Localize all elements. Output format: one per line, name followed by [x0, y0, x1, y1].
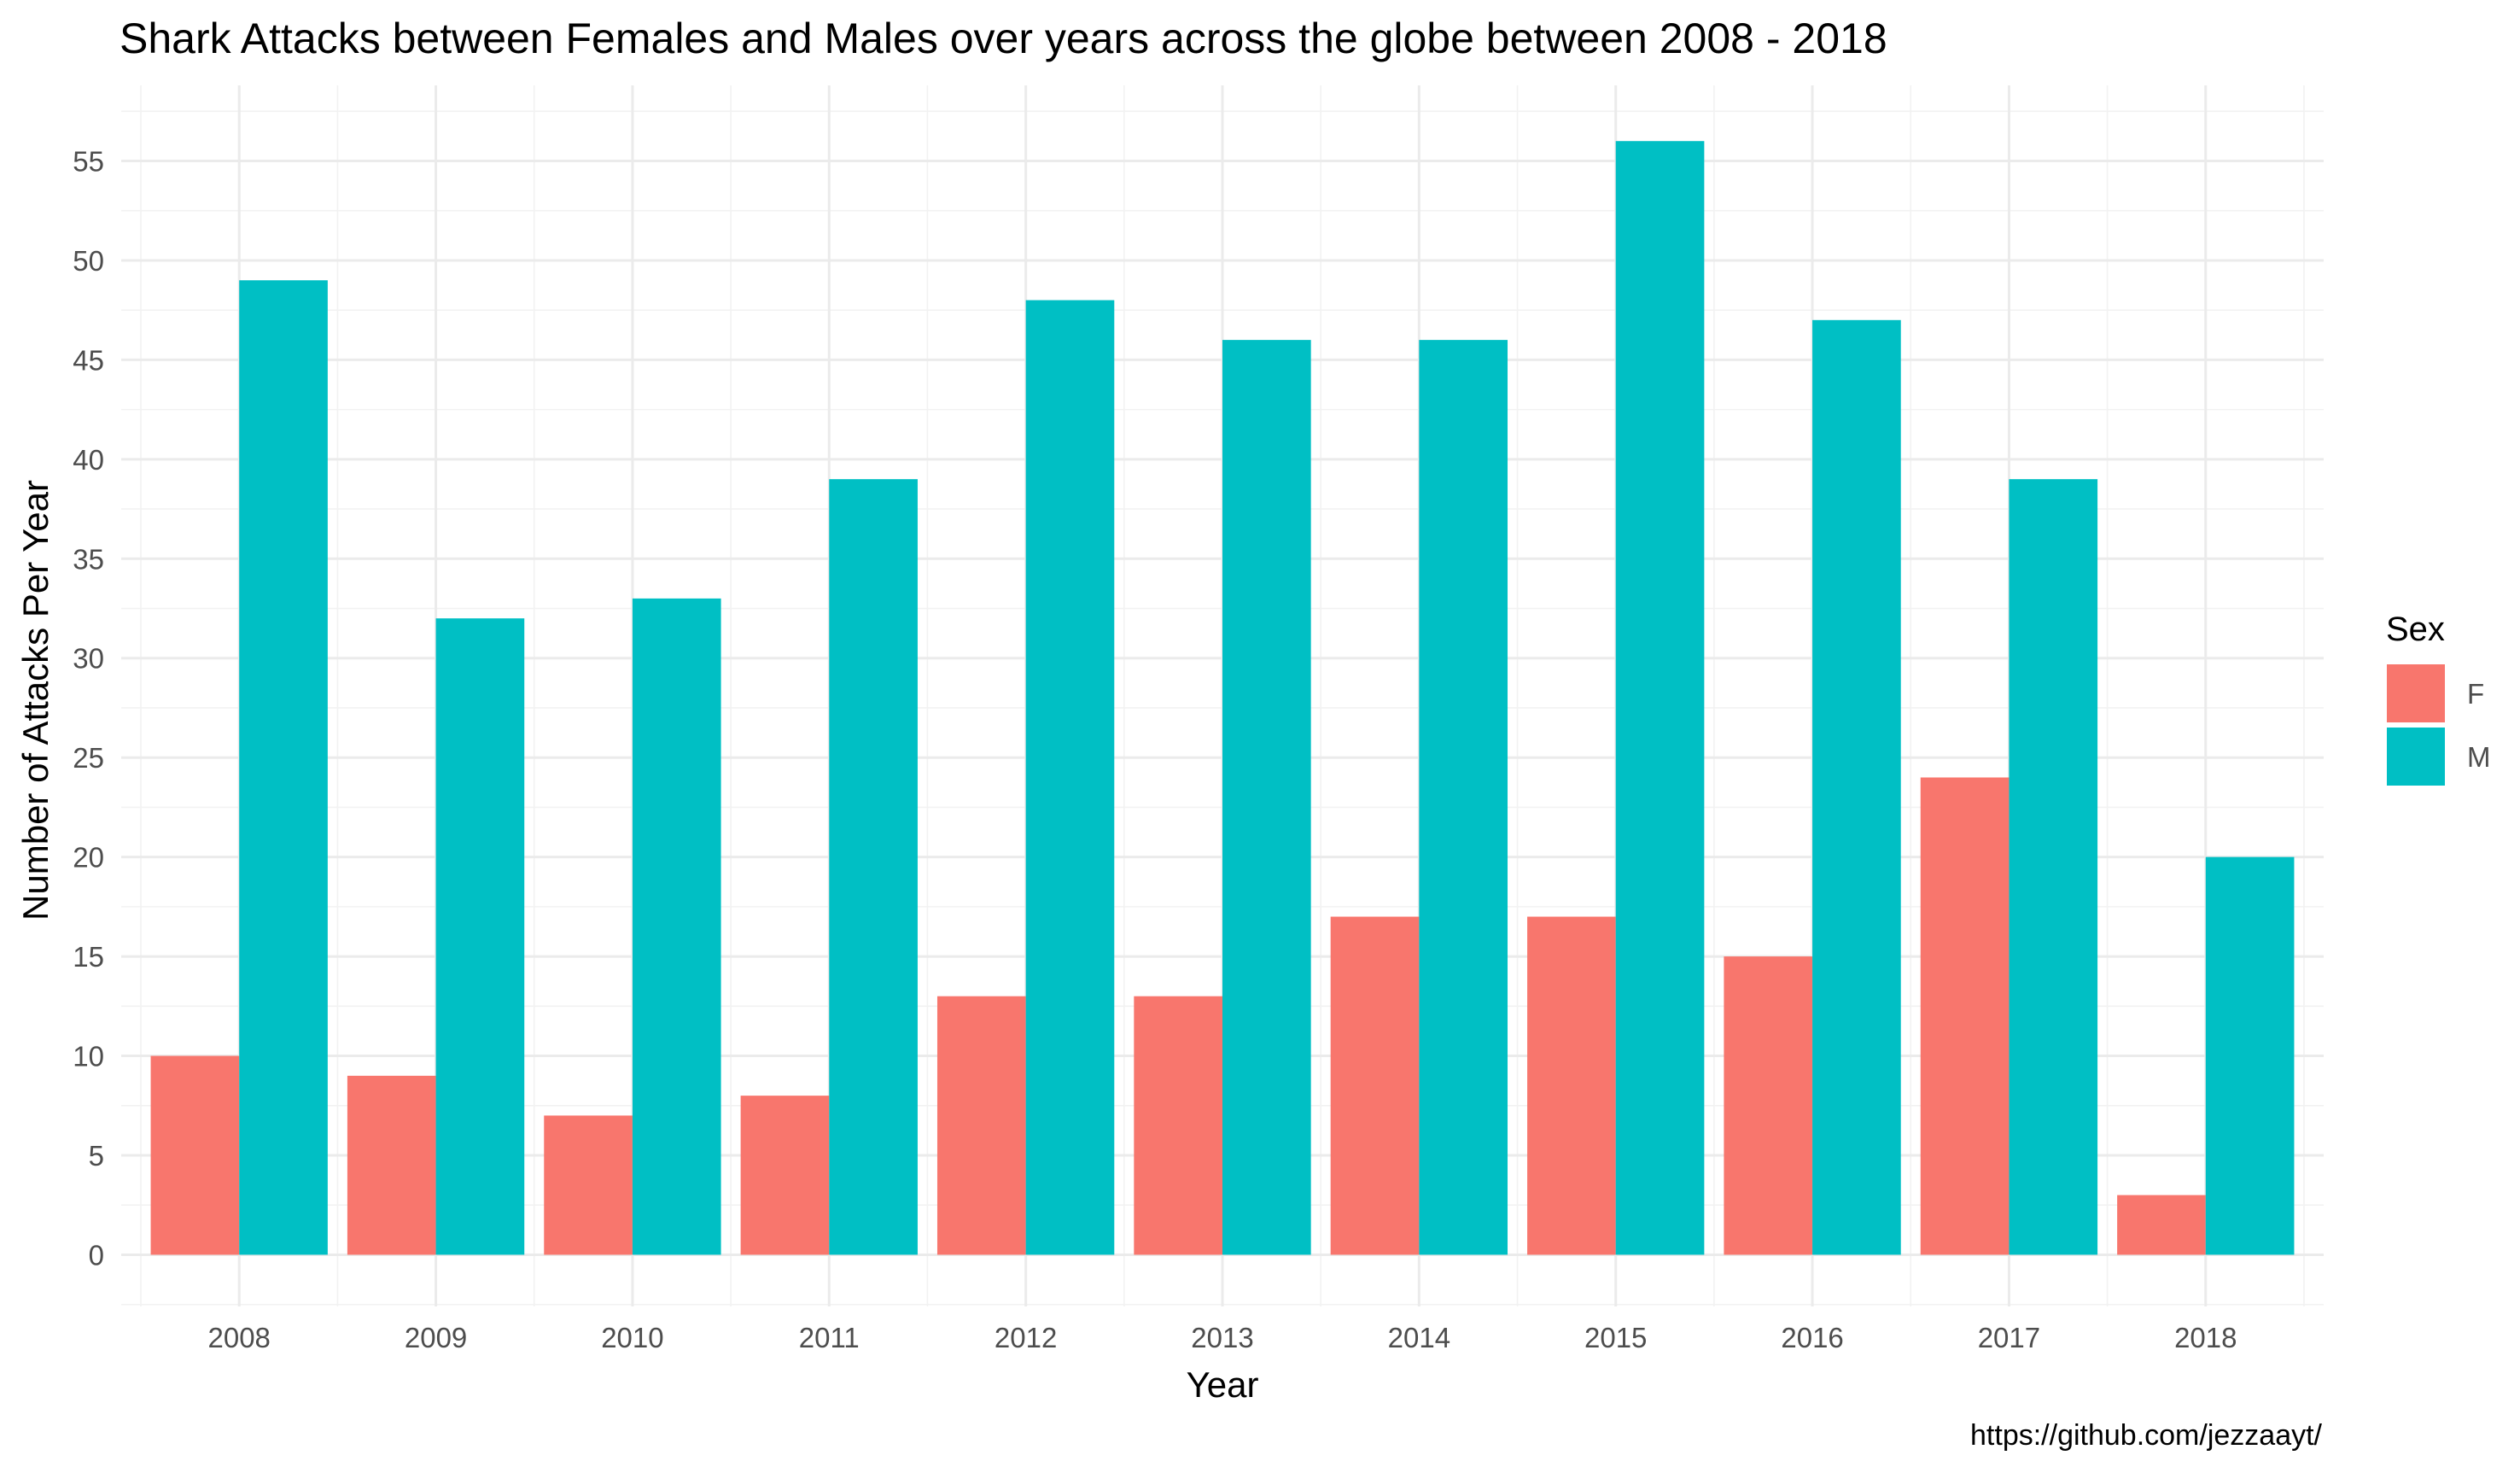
caption: https://github.com/jezzaayt/	[1970, 1419, 2323, 1452]
x-axis-ticks: 2008 2009 2010 2011 2012 2013 2014 2015 2016 2017…	[208, 1322, 2237, 1353]
bar-f-2014	[1330, 916, 1420, 1255]
bar-m-2009	[435, 618, 525, 1255]
y-tick-label-5: 5	[89, 1140, 104, 1172]
x-tick-label-2016: 2016	[1781, 1322, 1843, 1353]
x-tick-label-2011: 2011	[799, 1322, 860, 1353]
chart-title: Shark Attacks between Females and Males …	[120, 15, 1887, 62]
legend-label-m: M	[2467, 741, 2491, 773]
y-tick-label-40: 40	[73, 444, 104, 476]
legend-title: Sex	[2386, 611, 2445, 648]
y-tick-label-0: 0	[89, 1239, 104, 1271]
y-tick-label-35: 35	[73, 543, 104, 575]
bar-m-2013	[1222, 340, 1311, 1255]
bar-m-2016	[1812, 319, 1901, 1255]
bar-f-2011	[740, 1096, 830, 1255]
x-tick-label-2017: 2017	[1978, 1322, 2040, 1353]
bar-m-2018	[2205, 856, 2295, 1255]
y-tick-label-50: 50	[73, 245, 104, 277]
bar-f-2015	[1527, 916, 1616, 1255]
bars	[150, 141, 2295, 1255]
y-tick-label-45: 45	[73, 344, 104, 376]
bar-m-2008	[239, 280, 328, 1255]
bar-f-2018	[2117, 1195, 2206, 1255]
bar-m-2011	[829, 479, 918, 1255]
bar-f-2009	[347, 1075, 436, 1255]
bar-m-2012	[1025, 300, 1115, 1255]
legend-key-m	[2387, 728, 2445, 786]
bar-m-2015	[1615, 141, 1705, 1255]
legend-key-f	[2387, 664, 2445, 722]
x-tick-label-2014: 2014	[1388, 1322, 1450, 1353]
bar-m-2010	[632, 598, 721, 1255]
legend: Sex F M	[2386, 611, 2491, 786]
y-tick-label-25: 25	[73, 742, 104, 774]
y-axis-ticks: 0 5 10 15 20 25 30 35 40 45 50 55	[73, 146, 104, 1271]
y-tick-label-15: 15	[73, 941, 104, 973]
bar-f-2017	[1920, 777, 2010, 1255]
bar-f-2013	[1134, 996, 1222, 1255]
legend-label-f: F	[2467, 678, 2484, 710]
y-tick-label-55: 55	[73, 146, 104, 178]
y-axis-title: Number of Attacks Per Year	[15, 480, 55, 921]
bar-m-2014	[1419, 340, 1508, 1255]
x-tick-label-2012: 2012	[995, 1322, 1057, 1353]
x-axis-title: Year	[1187, 1365, 1259, 1405]
bar-f-2012	[936, 996, 1026, 1255]
y-tick-label-30: 30	[73, 643, 104, 675]
bar-f-2010	[544, 1115, 633, 1255]
bar-f-2016	[1724, 956, 1813, 1255]
x-tick-label-2010: 2010	[601, 1322, 663, 1353]
x-tick-label-2015: 2015	[1584, 1322, 1647, 1353]
x-tick-label-2008: 2008	[208, 1322, 271, 1353]
y-tick-label-10: 10	[73, 1041, 104, 1072]
x-tick-label-2013: 2013	[1191, 1322, 1253, 1353]
y-tick-label-20: 20	[73, 842, 104, 874]
x-tick-label-2009: 2009	[405, 1322, 467, 1353]
x-tick-label-2018: 2018	[2174, 1322, 2237, 1353]
bar-f-2008	[150, 1055, 240, 1255]
bar-m-2017	[2009, 479, 2098, 1255]
